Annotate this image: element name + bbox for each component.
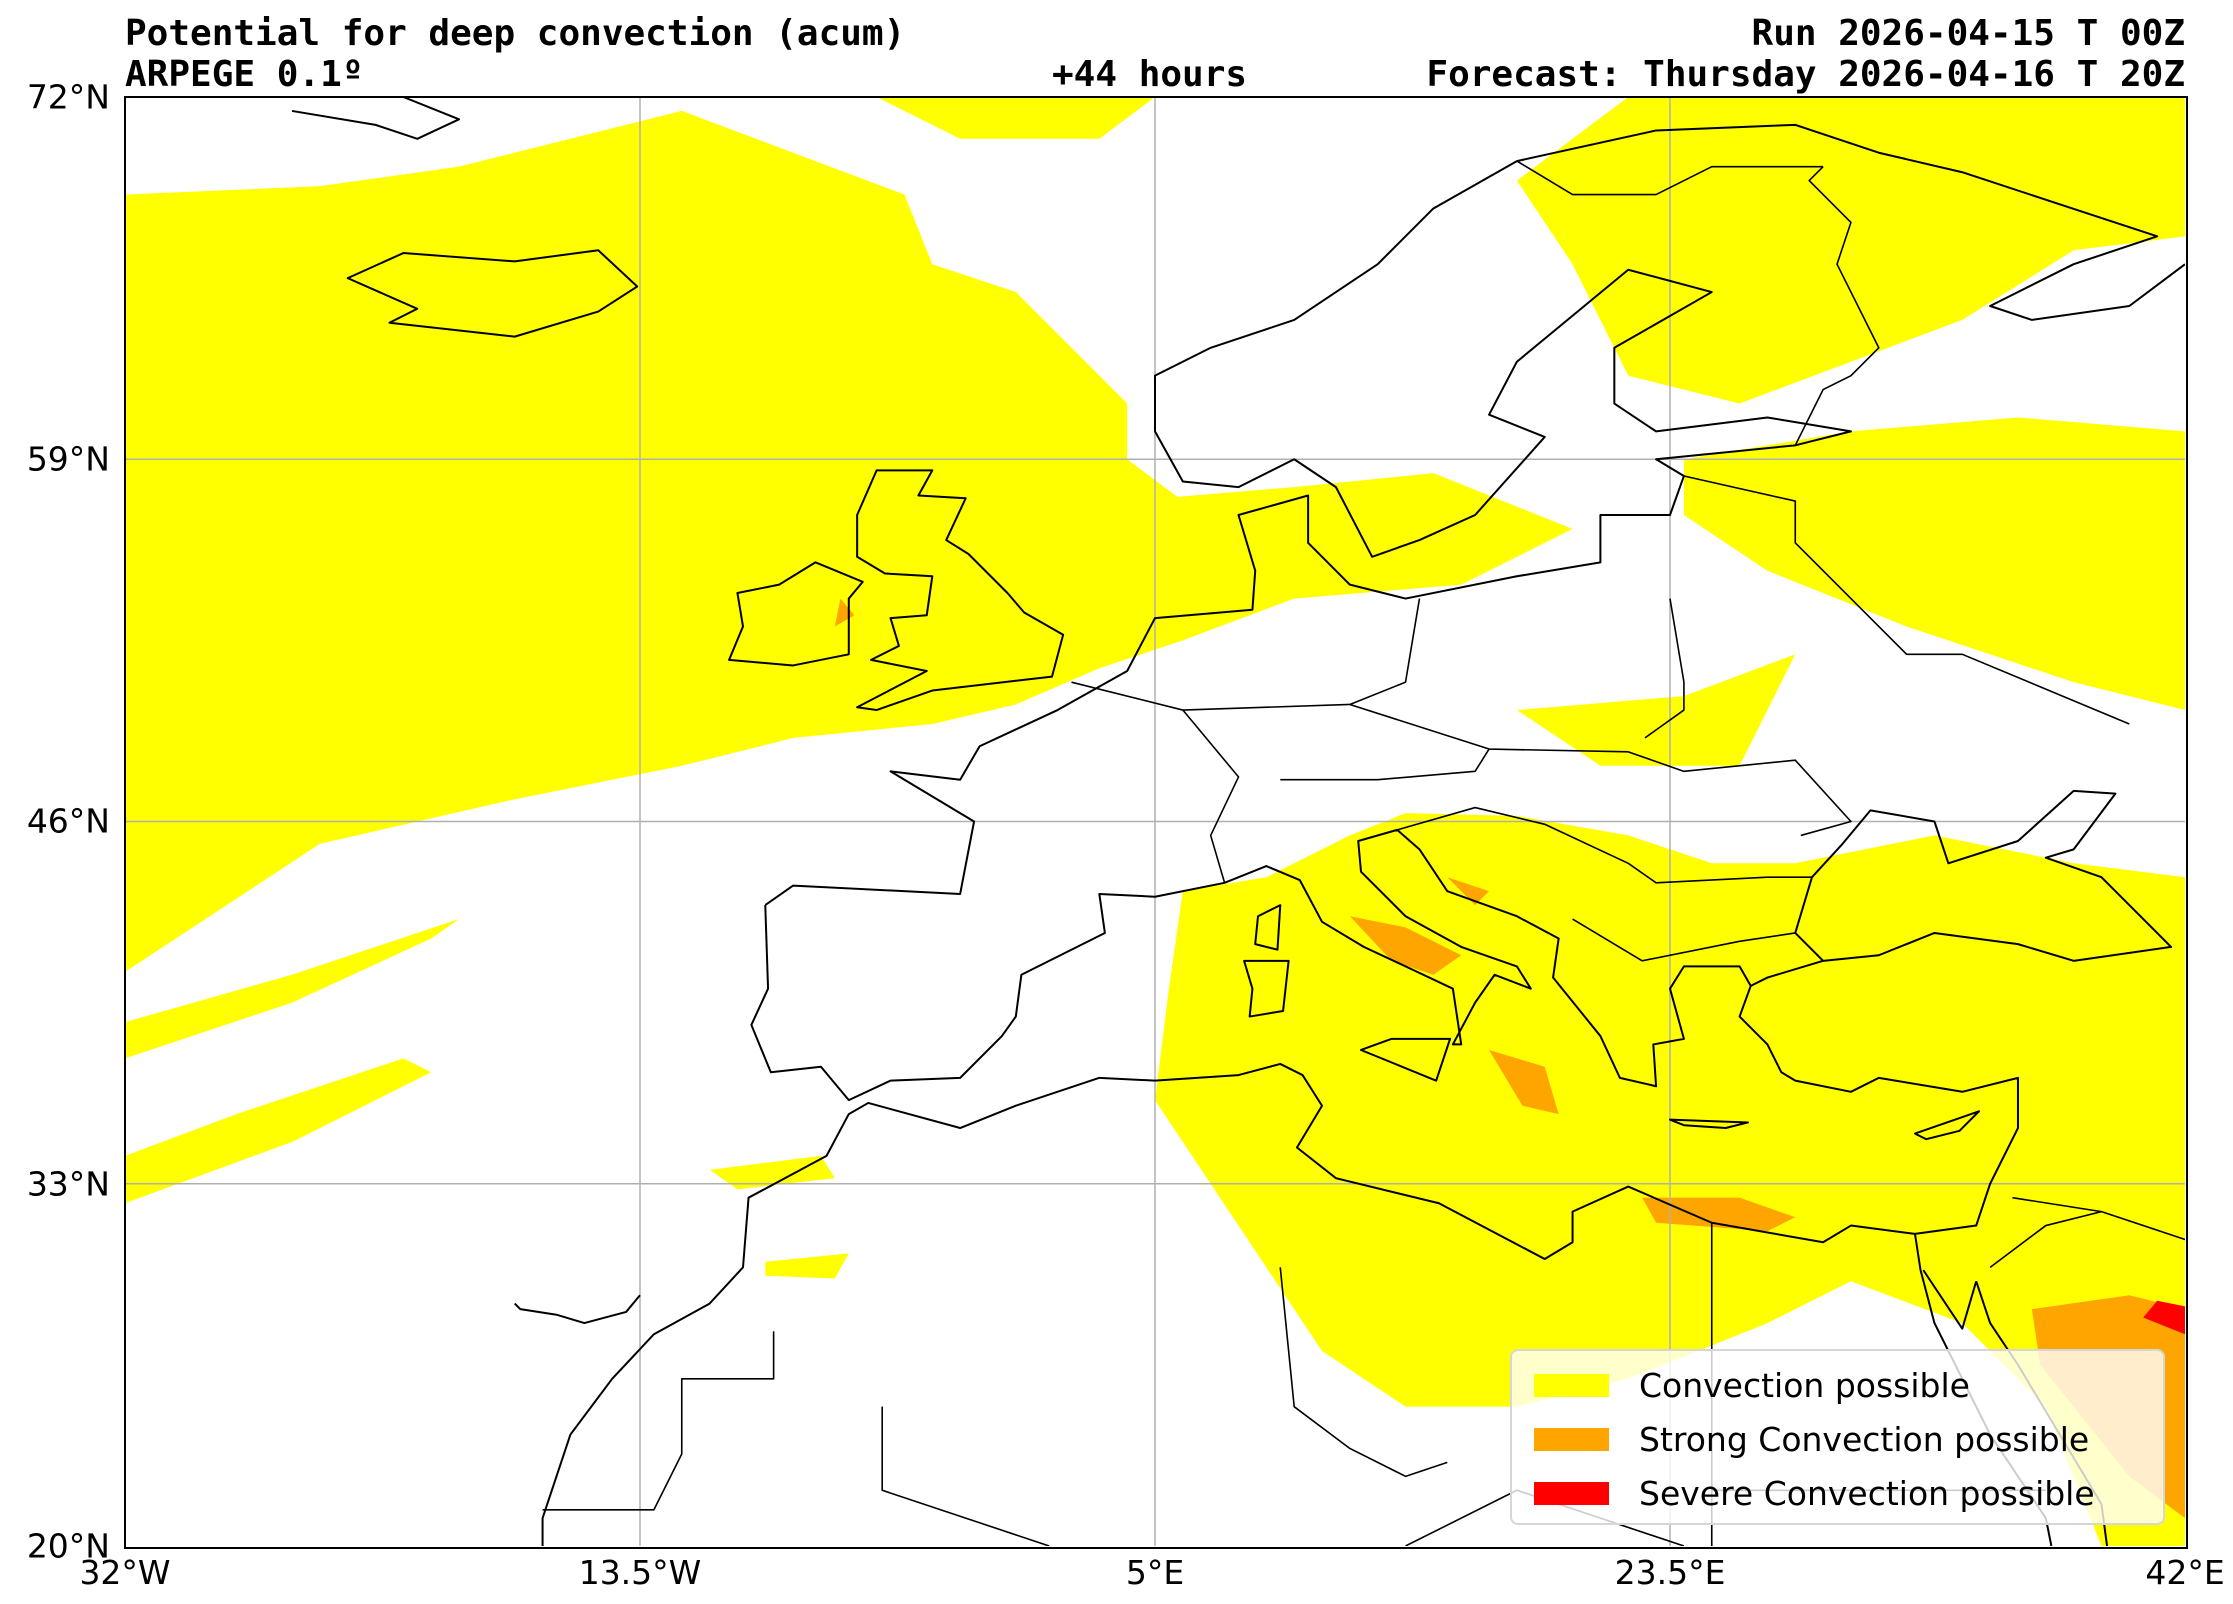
country-border: [2012, 1198, 2185, 1240]
country-border: [1684, 476, 2129, 724]
severe-convection-areas: [2143, 1300, 2185, 1335]
coastline-great-britain: [857, 470, 1063, 710]
legend-swatch-red: [1534, 1481, 1609, 1505]
convection-possible-area: [1683, 417, 2185, 711]
coastline: [1751, 791, 2171, 986]
convection-possible-area: [125, 919, 460, 1059]
convection-possible-area: [1127, 473, 1573, 599]
convection-map: [125, 97, 2185, 1546]
lon-label: 32°W: [79, 1553, 171, 1592]
country-border: [1517, 161, 1823, 194]
country-border: [543, 1331, 774, 1509]
convection-possible-area: [765, 1253, 849, 1279]
coastline: [765, 125, 2185, 905]
legend: Convection possible Strong Convection po…: [1510, 1349, 2165, 1525]
legend-label: Convection possible: [1639, 1365, 1970, 1405]
country-border: [1280, 749, 1489, 780]
coastlines: [292, 97, 2185, 1546]
country-border: [1990, 1212, 2101, 1268]
map-canvas: [125, 97, 2185, 1546]
coastline-crete: [1670, 1120, 1748, 1128]
coastline-sardinia: [1244, 961, 1289, 1017]
coastline-greenland: [292, 97, 459, 139]
country-border: [1183, 599, 1420, 710]
country-border: [1071, 682, 1238, 883]
strong-convection-area: [1447, 877, 1490, 906]
coastline-corsica: [1255, 905, 1280, 950]
coastline: [1923, 1270, 1976, 1329]
lon-label: 42°E: [2145, 1553, 2225, 1592]
legend-swatch-orange: [1534, 1427, 1609, 1451]
lat-label: 20°N: [26, 1526, 110, 1566]
lat-label: 59°N: [26, 439, 110, 479]
convection-possible-area: [709, 1155, 835, 1190]
map-title: Potential for deep convection (acum): [125, 13, 906, 54]
country-border: [1280, 1267, 1447, 1476]
lead-time: +44 hours: [1052, 54, 1248, 95]
strong-convection-area: [1489, 1049, 1559, 1115]
forecast-time: Forecast: Thursday 2026-04-16 T 20Z: [1426, 54, 2185, 95]
legend-swatch-yellow: [1534, 1373, 1609, 1397]
country-border: [1573, 919, 1796, 961]
coastline-cyprus: [1915, 1111, 1979, 1139]
country-border: [1350, 704, 1851, 835]
model-name: ARPEGE 0.1º: [125, 54, 364, 95]
lon-label: 13.5°W: [578, 1553, 702, 1592]
convection-possible-area: [125, 1058, 432, 1204]
legend-item-convection: Convection possible: [1534, 1365, 1970, 1405]
country-border: [1645, 599, 1684, 738]
country-border: [1397, 808, 1812, 883]
convection-possible-area: [125, 110, 1295, 972]
severe-convection-area: [2143, 1300, 2185, 1335]
country-border: [1795, 167, 1879, 446]
coastline-sicily: [1361, 1039, 1450, 1081]
lon-label: 5°E: [1125, 1553, 1185, 1592]
legend-label: Strong Convection possible: [1639, 1419, 2090, 1459]
strong-convection-area: [1349, 916, 1462, 975]
convection-possible-area: [1516, 654, 1796, 766]
legend-item-strong-convection: Strong Convection possible: [1534, 1419, 2089, 1459]
coastline: [543, 830, 2018, 1546]
lat-label: 33°N: [26, 1164, 110, 1204]
lat-label: 72°N: [26, 77, 110, 117]
strong-convection-area: [1642, 1197, 1796, 1232]
lon-label: 23.5°E: [1614, 1553, 1726, 1592]
legend-item-severe-convection: Severe Convection possible: [1534, 1473, 2095, 1513]
graticule: [125, 97, 2185, 1546]
lat-label: 46°N: [26, 801, 110, 841]
coastline-iceland: [348, 250, 638, 336]
coastline-ireland: [729, 562, 863, 665]
convection-possible-area: [1516, 97, 2185, 404]
coastline-canary-islands: [515, 1295, 640, 1323]
country-border: [882, 1407, 1049, 1546]
convection-possible-area: [876, 97, 1155, 139]
strong-convection-area: [834, 598, 855, 627]
legend-label: Severe Convection possible: [1639, 1473, 2095, 1513]
run-time: Run 2026-04-15 T 00Z: [1751, 13, 2185, 54]
